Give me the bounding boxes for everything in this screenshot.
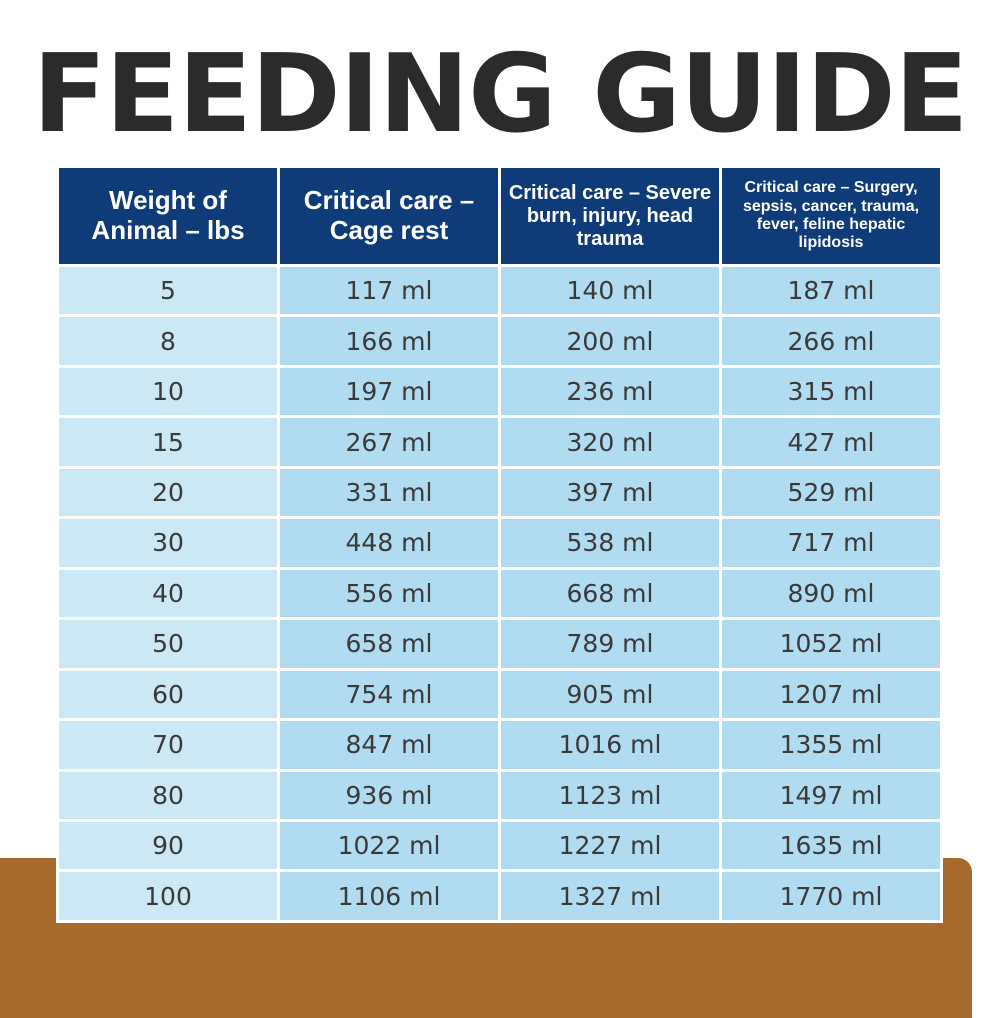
cell-surgery-sepsis: 315 ml [722, 367, 940, 416]
cell-cage-rest: 936 ml [280, 771, 498, 819]
header-cage-rest: Critical care – Cage rest [280, 168, 498, 264]
cell-surgery-sepsis: 890 ml [722, 569, 940, 618]
table-row: 30 448 ml 538 ml 717 ml [59, 519, 940, 567]
cell-severe-burn: 397 ml [501, 468, 719, 517]
cell-weight: 90 [59, 821, 277, 870]
cell-surgery-sepsis: 717 ml [722, 519, 940, 567]
header-weight: Weight of Animal – lbs [59, 168, 277, 264]
cell-severe-burn: 905 ml [501, 670, 719, 719]
cell-weight: 50 [59, 620, 277, 668]
table-row: 90 1022 ml 1227 ml 1635 ml [59, 821, 940, 870]
table-row: 40 556 ml 668 ml 890 ml [59, 569, 940, 618]
header-severe-burn: Critical care – Severe burn, injury, hea… [501, 168, 719, 264]
cell-surgery-sepsis: 427 ml [722, 418, 940, 466]
cell-cage-rest: 267 ml [280, 418, 498, 466]
cell-weight: 10 [59, 367, 277, 416]
cell-surgery-sepsis: 1635 ml [722, 821, 940, 870]
feeding-guide-table: Weight of Animal – lbs Critical care – C… [56, 165, 943, 923]
cell-weight: 60 [59, 670, 277, 719]
page-title: FEEDING GUIDE [32, 32, 969, 157]
cell-severe-burn: 140 ml [501, 267, 719, 315]
table-row: 8 166 ml 200 ml 266 ml [59, 317, 940, 365]
cell-surgery-sepsis: 187 ml [722, 267, 940, 315]
cell-cage-rest: 1106 ml [280, 872, 498, 920]
header-row: Weight of Animal – lbs Critical care – C… [59, 168, 940, 264]
cell-cage-rest: 658 ml [280, 620, 498, 668]
cell-cage-rest: 754 ml [280, 670, 498, 719]
cell-severe-burn: 538 ml [501, 519, 719, 567]
cell-weight: 20 [59, 468, 277, 517]
cell-weight: 70 [59, 721, 277, 769]
header-surgery-sepsis: Critical care – Surgery, sepsis, cancer,… [722, 168, 940, 264]
cell-severe-burn: 320 ml [501, 418, 719, 466]
cell-surgery-sepsis: 1497 ml [722, 771, 940, 819]
table-row: 60 754 ml 905 ml 1207 ml [59, 670, 940, 719]
cell-severe-burn: 1227 ml [501, 821, 719, 870]
cell-cage-rest: 448 ml [280, 519, 498, 567]
cell-severe-burn: 200 ml [501, 317, 719, 365]
cell-cage-rest: 556 ml [280, 569, 498, 618]
cell-severe-burn: 668 ml [501, 569, 719, 618]
cell-surgery-sepsis: 1207 ml [722, 670, 940, 719]
cell-severe-burn: 1123 ml [501, 771, 719, 819]
table-row: 10 197 ml 236 ml 315 ml [59, 367, 940, 416]
cell-weight: 40 [59, 569, 277, 618]
cell-weight: 15 [59, 418, 277, 466]
cell-weight: 5 [59, 267, 277, 315]
cell-cage-rest: 166 ml [280, 317, 498, 365]
cell-weight: 8 [59, 317, 277, 365]
cell-cage-rest: 847 ml [280, 721, 498, 769]
cell-cage-rest: 1022 ml [280, 821, 498, 870]
cell-severe-burn: 1327 ml [501, 872, 719, 920]
table-body: 5 117 ml 140 ml 187 ml 8 166 ml 200 ml 266 ml 10… [59, 267, 940, 920]
table-row: 15 267 ml 320 ml 427 ml [59, 418, 940, 466]
cell-surgery-sepsis: 529 ml [722, 468, 940, 517]
cell-surgery-sepsis: 1355 ml [722, 721, 940, 769]
cell-surgery-sepsis: 266 ml [722, 317, 940, 365]
table-row: 100 1106 ml 1327 ml 1770 ml [59, 872, 940, 920]
cell-surgery-sepsis: 1052 ml [722, 620, 940, 668]
cell-cage-rest: 117 ml [280, 267, 498, 315]
cell-weight: 30 [59, 519, 277, 567]
cell-cage-rest: 331 ml [280, 468, 498, 517]
table-row: 50 658 ml 789 ml 1052 ml [59, 620, 940, 668]
table-row: 80 936 ml 1123 ml 1497 ml [59, 771, 940, 819]
cell-severe-burn: 236 ml [501, 367, 719, 416]
cell-weight: 80 [59, 771, 277, 819]
cell-surgery-sepsis: 1770 ml [722, 872, 940, 920]
table-row: 70 847 ml 1016 ml 1355 ml [59, 721, 940, 769]
cell-severe-burn: 789 ml [501, 620, 719, 668]
cell-weight: 100 [59, 872, 277, 920]
cell-severe-burn: 1016 ml [501, 721, 719, 769]
table-header: Weight of Animal – lbs Critical care – C… [59, 168, 940, 264]
table-row: 20 331 ml 397 ml 529 ml [59, 468, 940, 517]
table-row: 5 117 ml 140 ml 187 ml [59, 267, 940, 315]
cell-cage-rest: 197 ml [280, 367, 498, 416]
